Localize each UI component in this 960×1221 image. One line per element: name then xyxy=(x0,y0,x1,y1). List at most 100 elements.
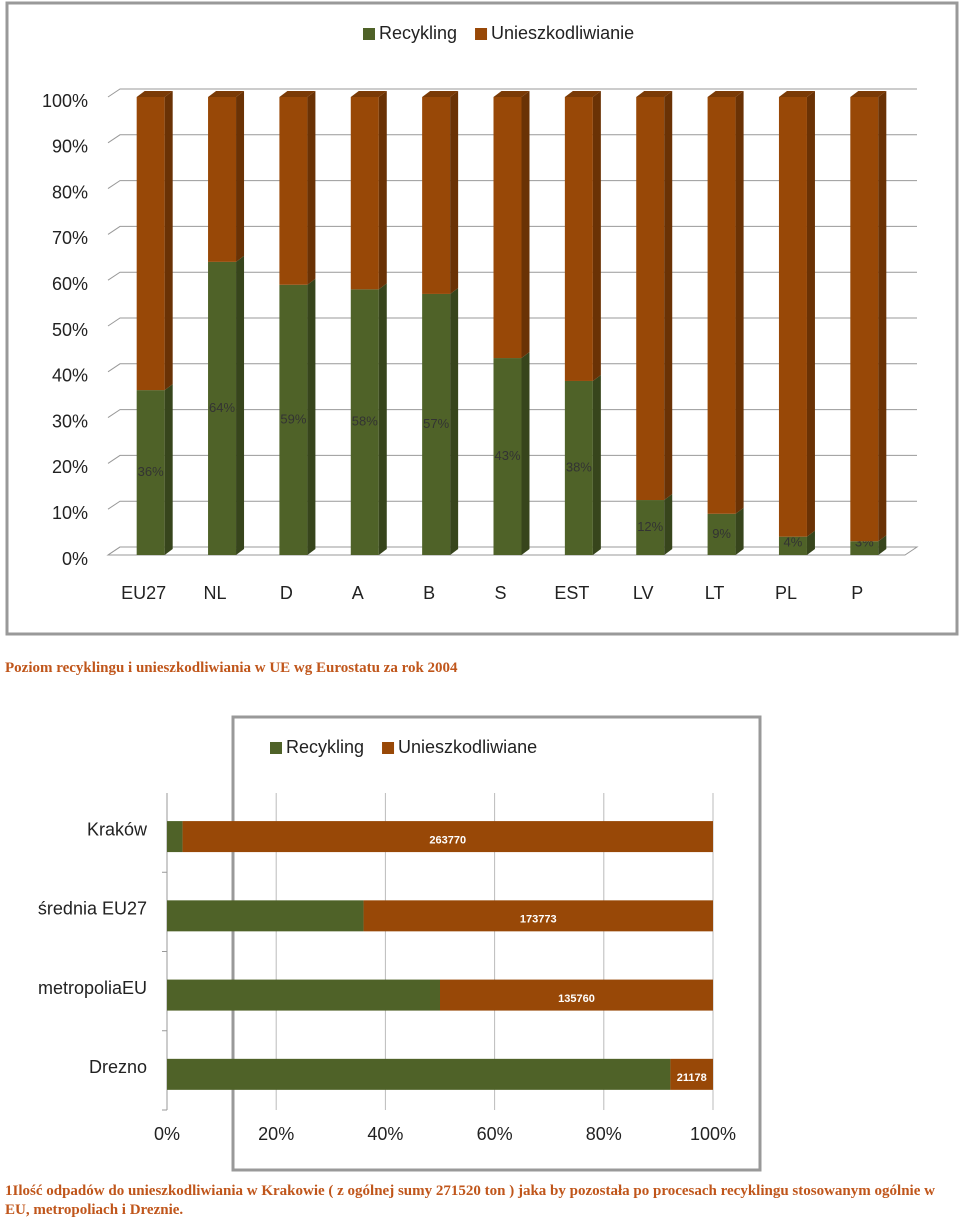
legend-label: Recykling xyxy=(379,23,457,43)
y-tick-label: 70% xyxy=(52,228,88,248)
bar-side xyxy=(236,91,245,262)
y-tick-label: Drezno xyxy=(89,1057,147,1077)
x-tick-label: B xyxy=(423,583,435,603)
bar-side xyxy=(521,352,530,555)
bar-side xyxy=(878,535,887,555)
legend-swatch xyxy=(475,28,488,40)
bar-segment xyxy=(422,97,451,294)
bar-side xyxy=(592,374,601,555)
x-tick-label: EST xyxy=(554,583,589,603)
y-tick-label: 60% xyxy=(52,274,88,294)
bar-segment xyxy=(850,97,879,542)
x-tick-label: EU27 xyxy=(121,583,166,603)
grid-line xyxy=(107,88,917,98)
bar-side xyxy=(806,91,815,537)
data-label: 263770 xyxy=(429,834,466,846)
bar-top xyxy=(707,91,744,97)
x-tick-label: LV xyxy=(633,583,654,603)
caption: Poziom recyklingu i unieszkodliwiania w … xyxy=(5,660,458,676)
bar-segment xyxy=(167,1058,671,1090)
bar-segment xyxy=(778,536,807,555)
data-label: 4% xyxy=(784,534,803,549)
bar-segment xyxy=(564,380,593,555)
y-tick-label: Kraków xyxy=(87,819,148,839)
legend-label: Unieszkodliwianie xyxy=(491,23,634,43)
data-label: 36% xyxy=(138,464,164,479)
bar-side xyxy=(378,91,387,290)
bar-side xyxy=(307,91,316,285)
y-tick-label: 0% xyxy=(62,549,88,569)
x-tick-label: NL xyxy=(204,583,227,603)
x-tick-label: P xyxy=(851,583,863,603)
bar-side xyxy=(307,278,316,555)
bar-side xyxy=(735,507,744,555)
bar-side xyxy=(378,283,387,555)
bar-top xyxy=(778,91,815,97)
bar-segment xyxy=(636,97,665,501)
bar-segment xyxy=(167,900,364,932)
bar-segment xyxy=(208,261,237,555)
bar-side xyxy=(878,91,887,542)
bar-segment xyxy=(363,900,713,932)
x-tick-label: D xyxy=(280,583,293,603)
x-tick-label: 100% xyxy=(690,1124,736,1144)
bar-top xyxy=(350,91,387,97)
bar-segment xyxy=(136,97,165,391)
bar-side xyxy=(664,91,673,501)
bar-segment xyxy=(778,97,807,537)
data-label: 9% xyxy=(712,526,731,541)
bar-top xyxy=(493,91,530,97)
legend-swatch xyxy=(363,28,375,40)
x-tick-label: 0% xyxy=(154,1124,180,1144)
data-label: 58% xyxy=(352,414,378,429)
bar-segment xyxy=(707,513,736,555)
bar-segment xyxy=(136,390,165,555)
y-tick-label: 50% xyxy=(52,320,88,340)
x-tick-label: 60% xyxy=(477,1124,513,1144)
x-tick-label: A xyxy=(352,583,364,603)
y-tick-label: 30% xyxy=(52,411,88,431)
x-tick-label: S xyxy=(494,583,506,603)
bar-side xyxy=(450,91,459,294)
data-label: 64% xyxy=(209,400,235,415)
bar-segment xyxy=(707,97,736,514)
y-tick-label: 10% xyxy=(52,503,88,523)
bar-side xyxy=(592,91,601,381)
x-tick-label: 80% xyxy=(586,1124,622,1144)
bar-side xyxy=(450,287,459,555)
y-tick-label: średnia EU27 xyxy=(38,899,147,919)
bar-segment xyxy=(670,1058,713,1090)
data-label: 135760 xyxy=(558,993,595,1005)
bar-segment xyxy=(279,284,308,555)
bar-segment xyxy=(440,979,713,1011)
x-tick-label: LT xyxy=(705,583,725,603)
bar-segment xyxy=(279,97,308,285)
data-label: 57% xyxy=(423,416,449,431)
bar-top xyxy=(564,91,601,97)
bar-side xyxy=(236,255,245,555)
y-tick-label: metropoliaEU xyxy=(38,978,147,998)
data-label: 43% xyxy=(494,448,520,463)
charts: Recykling Unieszkodliwianie 0% 10% 20% 30% 40%… xyxy=(5,1,959,1172)
bar-segment xyxy=(350,97,379,290)
bar-segment xyxy=(493,97,522,359)
bar-top xyxy=(279,91,316,97)
bar-top xyxy=(636,91,673,97)
y-tick-label: 100% xyxy=(42,91,88,111)
bar-side xyxy=(735,91,744,514)
bar-segment xyxy=(422,293,451,555)
data-label: 38% xyxy=(566,459,592,474)
data-label: 12% xyxy=(637,519,663,534)
bar-segment xyxy=(182,821,714,853)
y-tick-label: 90% xyxy=(52,137,88,157)
y-tick-label: 20% xyxy=(52,457,88,477)
bar-top xyxy=(208,91,245,97)
bar-side xyxy=(664,494,673,555)
y-tick-label: 80% xyxy=(52,182,88,202)
legend-label: Recykling xyxy=(286,737,364,757)
bar-segment xyxy=(350,289,379,555)
footnote: 1Ilość odpadów do unieszkodliwiania w Kr… xyxy=(5,1183,935,1218)
bar-top xyxy=(422,91,459,97)
bar-top xyxy=(850,91,887,97)
